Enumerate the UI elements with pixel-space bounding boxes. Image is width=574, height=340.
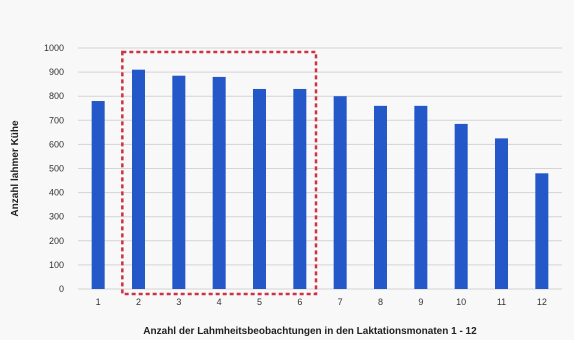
x-axis-ticks: 1 2 3 4 5 6 7 8 9 10 11 12	[96, 297, 547, 307]
x-tick-label: 11	[497, 297, 506, 307]
bar	[253, 88, 266, 289]
x-axis-label: Anzahl der Lahmheitsbeobachtungen in den…	[143, 326, 477, 337]
bar	[414, 105, 428, 289]
y-tick-label: 300	[49, 212, 64, 222]
x-tick-label: 2	[136, 297, 141, 307]
bar	[374, 105, 387, 289]
bar	[333, 96, 347, 289]
bar	[132, 69, 145, 289]
y-tick-label: 800	[49, 91, 64, 101]
bar	[293, 88, 307, 289]
bar	[454, 123, 468, 289]
x-tick-label: 7	[338, 297, 343, 307]
x-tick-label: 6	[297, 297, 302, 307]
highlight-box	[121, 50, 318, 296]
x-tick-label: 9	[418, 297, 423, 307]
bar	[212, 76, 226, 289]
y-tick-label: 1000	[44, 43, 64, 53]
x-tick-label: 5	[257, 297, 262, 307]
y-tick-label: 400	[49, 188, 64, 198]
gridlines	[78, 47, 562, 290]
x-tick-label: 1	[96, 297, 101, 307]
y-axis-ticks: 0 100 200 300 400 500 600 700 800 900 1000	[44, 43, 64, 294]
bar	[495, 138, 508, 289]
y-axis-label: Anzahl lahmer Kühe	[10, 120, 21, 217]
bar	[172, 75, 186, 289]
y-tick-label: 900	[49, 67, 64, 77]
x-tick-label: 12	[537, 297, 547, 307]
y-tick-label: 600	[49, 139, 64, 149]
x-tick-label: 4	[217, 297, 222, 307]
x-tick-label: 8	[378, 297, 383, 307]
bars	[91, 69, 549, 290]
y-tick-label: 200	[49, 236, 64, 246]
x-tick-label: 3	[176, 297, 181, 307]
bar	[535, 173, 549, 289]
y-tick-label: 700	[49, 115, 64, 125]
y-tick-label: 100	[49, 260, 64, 270]
x-tick-label: 10	[456, 297, 466, 307]
y-tick-label: 500	[49, 164, 64, 174]
bar	[91, 101, 105, 290]
y-tick-label: 0	[59, 284, 64, 294]
